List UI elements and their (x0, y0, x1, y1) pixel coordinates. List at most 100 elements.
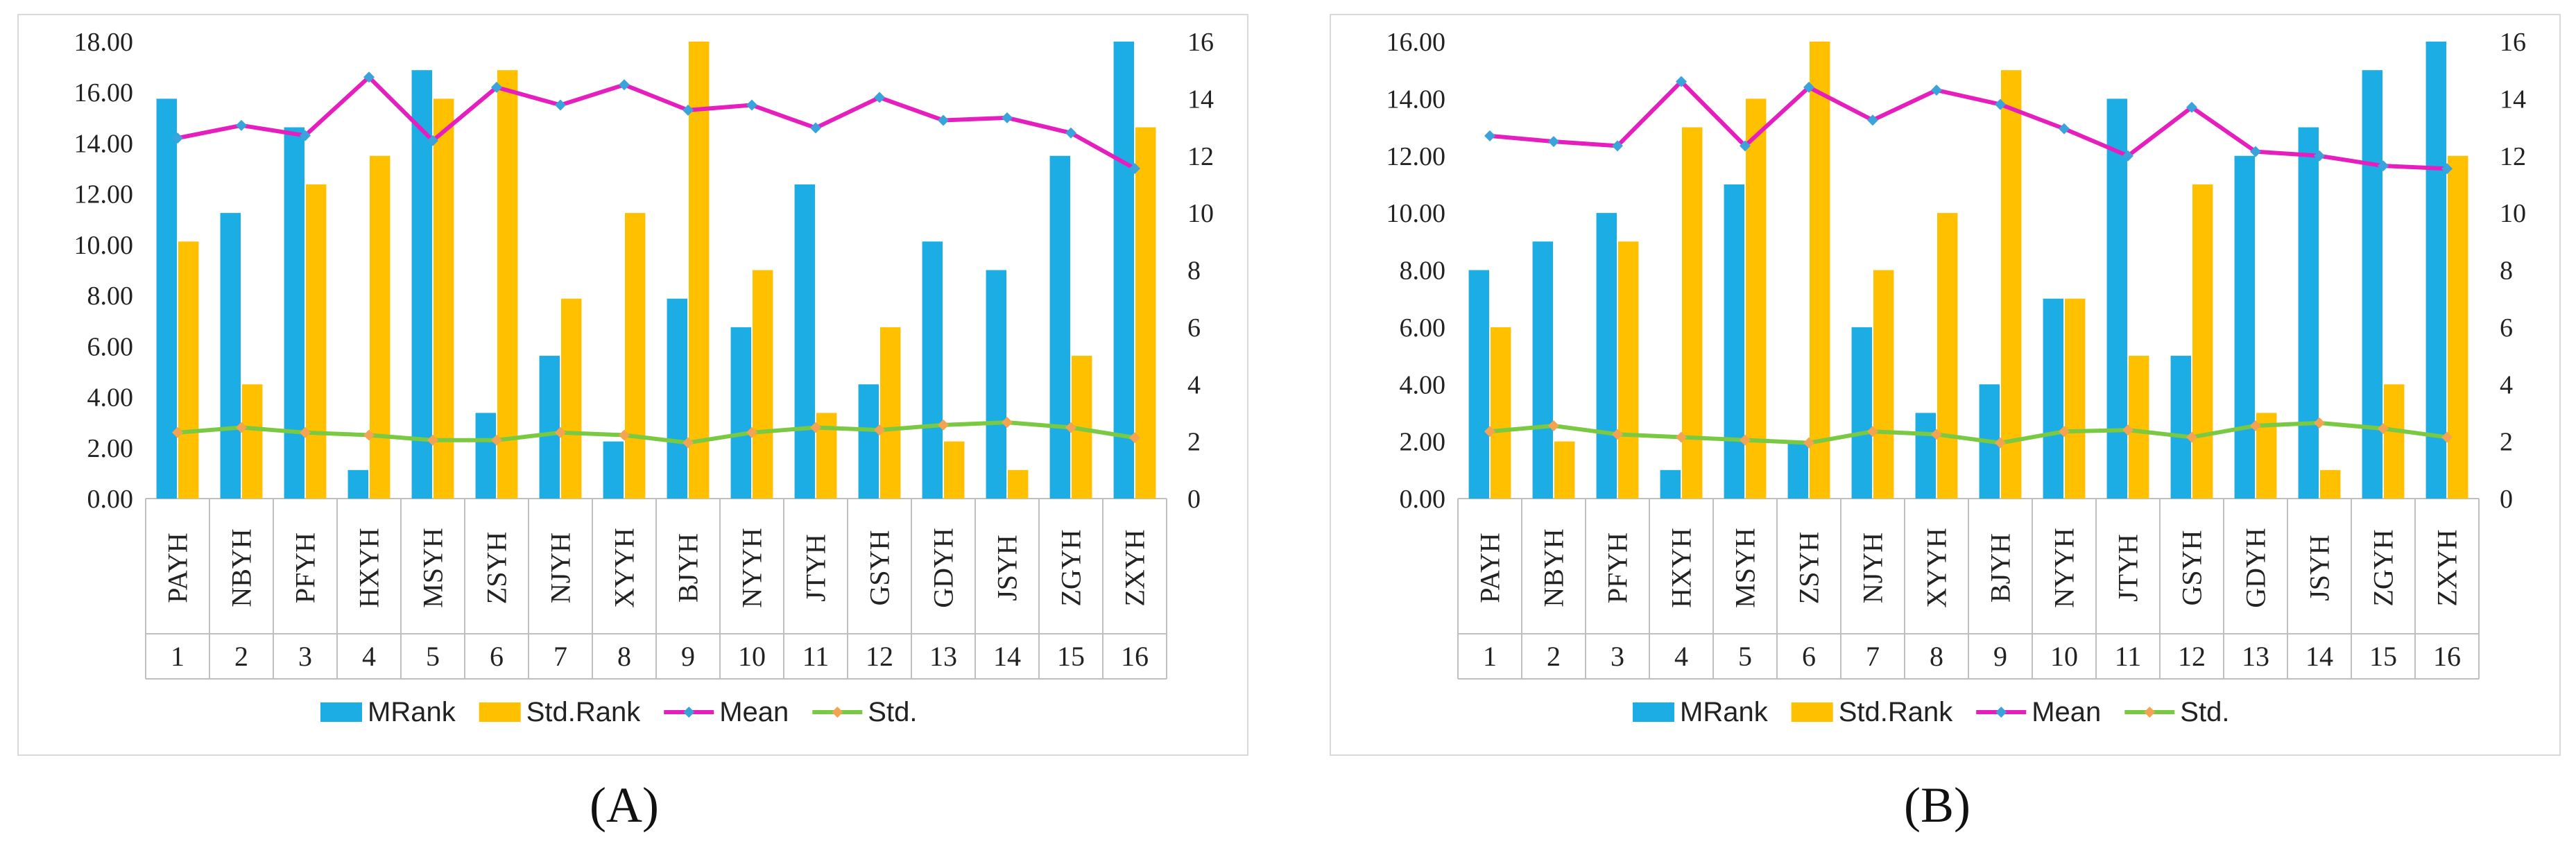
std-rank-bar (178, 241, 199, 499)
right-axis-tick: 0 (1187, 485, 1201, 514)
std-rank-bar (1008, 469, 1029, 499)
category-index-label: 15 (1057, 641, 1085, 672)
mean-point (1484, 130, 1495, 141)
category-index-label: 13 (2242, 641, 2269, 672)
std-point (2250, 420, 2261, 431)
std-point (1484, 426, 1495, 438)
category-label: JTYH (2113, 534, 2144, 602)
std-point (619, 429, 630, 441)
category-index-label: 11 (802, 641, 830, 672)
category-index-label: 7 (553, 641, 567, 672)
category-label: NYYH (737, 528, 768, 608)
std-rank-bar (2129, 356, 2149, 499)
left-axis-tick: 16.00 (1386, 28, 1446, 57)
mean-point (810, 122, 821, 134)
std-rank-bar (2192, 184, 2213, 499)
std-point (427, 434, 438, 446)
std-rank-bar (2001, 70, 2022, 499)
category-label: ZXYH (1119, 529, 1151, 606)
right-axis-tick: 4 (1187, 370, 1201, 399)
mean-point (2250, 146, 2261, 157)
chart-a-svg: 0.00 2.00 4.00 6.00 8.00 10.00 12.00 14.00 16.00… (74, 28, 1214, 727)
left-axis-tick: 8.00 (1400, 257, 1446, 286)
mrank-bar (730, 327, 751, 499)
right-axis-tick: 8 (2500, 257, 2513, 286)
std-point (363, 429, 375, 441)
chart-b-svg: 0.00 2.00 4.00 6.00 8.00 10.00 12.00 14.00 16.00… (1386, 28, 2527, 727)
category-index-label: 4 (1674, 641, 1688, 672)
legend-swatch-std-rank (1791, 702, 1833, 722)
std-line (177, 420, 1135, 445)
category-index-label: 4 (362, 641, 376, 672)
legend-label: Mean (719, 697, 789, 727)
category-label: PAYH (162, 533, 194, 603)
mrank-bar (922, 241, 943, 499)
std-rank-bar (1937, 213, 1958, 499)
std-point (555, 426, 566, 438)
mean-point (1065, 127, 1076, 139)
category-label: GSYH (864, 530, 895, 606)
mean-point (2186, 101, 2197, 113)
category-label: BJYH (673, 533, 704, 603)
legend-marker-std (2144, 707, 2156, 718)
legend-swatch-mrank (320, 702, 362, 722)
legend-marker-std (832, 707, 843, 718)
std-rank-bar (2448, 155, 2468, 499)
category-index-label: 6 (1802, 641, 1816, 672)
category-index-label: 12 (2178, 641, 2206, 672)
category-index-label: 11 (2115, 641, 2142, 672)
std-rank-bar (1618, 241, 1639, 499)
mrank-bar (156, 98, 177, 499)
std-point (1931, 429, 1942, 440)
left-axis-tick: 6.00 (1400, 313, 1446, 343)
std-point (300, 426, 311, 438)
std-point (2059, 426, 2070, 438)
category-index-label: 12 (866, 641, 893, 672)
right-axis-tick: 10 (2500, 199, 2526, 228)
mrank-bar (475, 413, 496, 499)
mrank-bar (284, 127, 304, 499)
std-point (1995, 437, 2006, 449)
category-label: GDYH (2240, 528, 2272, 608)
std-rank-bar (370, 155, 390, 499)
category-index-label: 3 (298, 641, 312, 672)
mrank-bar (539, 356, 560, 499)
mrank-bar (347, 469, 368, 499)
mrank-bar (667, 298, 687, 499)
mean-point (236, 119, 247, 131)
left-axis-tick: 12.00 (74, 180, 134, 209)
category-index-label: 15 (2369, 641, 2397, 672)
category-index-label: 6 (490, 641, 504, 672)
std-point (1676, 431, 1687, 443)
right-axis-tick: 14 (1187, 85, 1214, 114)
std-point (1002, 417, 1013, 429)
legend-label: Std. (868, 697, 917, 727)
std-rank-bar (2384, 384, 2405, 499)
mrank-bar (220, 213, 241, 499)
std-point (2314, 417, 2325, 429)
mean-point (491, 81, 502, 93)
category-label: NBYH (1538, 528, 1570, 607)
category-label: NYYH (2049, 528, 2080, 608)
std-point (874, 424, 885, 436)
legend-swatch-mrank (1633, 702, 1674, 722)
right-axis-tick: 6 (2500, 313, 2513, 343)
left-axis-tick: 4.00 (1400, 370, 1446, 399)
category-label: HXYH (354, 528, 385, 608)
category-label: HXYH (1666, 528, 1697, 608)
category-label: MSYH (418, 528, 449, 608)
mrank-bar (2234, 155, 2255, 499)
mrank-bar (1113, 42, 1134, 499)
right-axis-tick: 16 (1187, 28, 1214, 57)
left-axis-tick: 10.00 (74, 231, 134, 260)
category-label: ZSYH (481, 532, 513, 604)
right-axis-tick: 12 (2500, 142, 2526, 171)
mrank-bar (603, 441, 624, 499)
std-point (682, 437, 694, 449)
right-axis-tick: 10 (1187, 199, 1214, 228)
std-rank-bar (497, 70, 518, 499)
category-label: XYYH (609, 528, 640, 608)
panel-caption-b: (B) (1904, 777, 1970, 833)
std-point (236, 422, 247, 433)
category-index-label: 2 (1547, 641, 1561, 672)
